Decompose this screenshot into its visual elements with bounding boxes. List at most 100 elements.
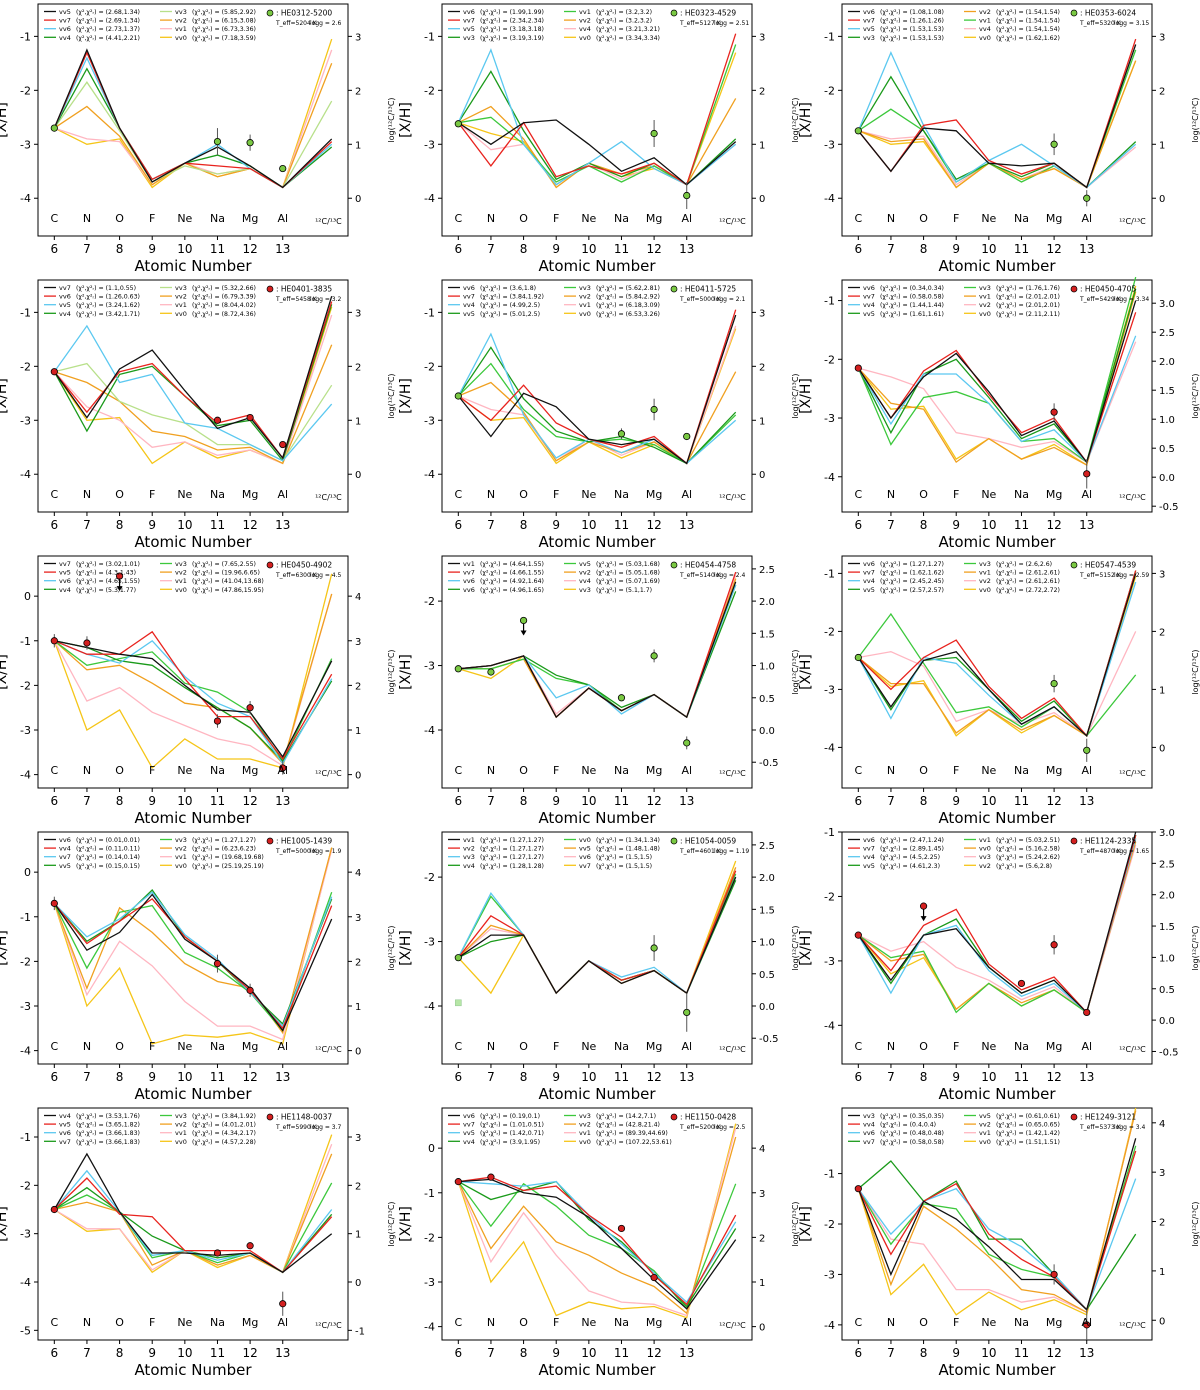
legend-value: (χ²,χ²ᵣ) = (5.16,2.58) [996, 846, 1060, 853]
right-axis-label: log(¹²C/¹³C) [791, 925, 800, 970]
right-axis-label: log(¹²C/¹³C) [1191, 649, 1200, 694]
element-label: Al [1081, 764, 1092, 777]
r-tick-label: 3 [1159, 1168, 1165, 1179]
r-tick-label: 3 [1159, 569, 1165, 580]
y-tick-label: -3 [20, 414, 31, 427]
x-tick-label: 12 [646, 518, 661, 532]
legend-name: vv2 [579, 569, 591, 577]
legend-value: (χ²,χ²ᵣ) = (3.19,3.19) [480, 35, 544, 42]
x-tick-label: 13 [679, 1070, 694, 1084]
legend-star-marker [670, 561, 678, 569]
element-label: Na [210, 1040, 225, 1053]
element-label: O [115, 212, 124, 225]
ratio-label: ¹²C/¹³C [315, 493, 342, 502]
observed-point [487, 668, 495, 676]
y-tick-label: -4 [424, 468, 435, 481]
element-label: Al [681, 212, 692, 225]
x-tick-label: 6 [454, 1070, 462, 1084]
r-tick-label: 1 [355, 1002, 361, 1013]
y-tick-label: -2 [424, 1231, 435, 1244]
x-axis-label: Atomic Number [134, 1085, 252, 1103]
legend-name: vv3 [175, 1112, 187, 1120]
legend-name: vv4 [863, 853, 875, 861]
x-tick-label: 13 [679, 518, 694, 532]
element-label: Mg [1046, 764, 1062, 777]
series-line-vv7 [53, 296, 333, 460]
legend-name: vv0 [979, 586, 991, 594]
x-tick-label: 7 [83, 1070, 91, 1084]
right-axis-label: log(¹²C/¹³C) [791, 97, 800, 142]
r-tick-label: 2 [1159, 627, 1165, 638]
x-axis-label: Atomic Number [538, 1085, 656, 1103]
x-tick-label: 8 [920, 242, 928, 256]
r-tick-label: 1 [355, 1230, 361, 1241]
legend-value: (χ²,χ²ᵣ) = (1.26,1.26) [880, 18, 944, 25]
star-name: : HE1150-0428 [680, 1113, 736, 1122]
legend-name: vv6 [59, 836, 71, 844]
x-tick-label: 6 [50, 1346, 58, 1360]
legend-value: (χ²,χ²ᵣ) = (3.84,1.92) [480, 294, 544, 301]
r-tick-label: 2 [759, 362, 765, 373]
y-tick-label: -3 [424, 660, 435, 673]
x-tick-label: 8 [116, 1346, 124, 1360]
legend-name: vv5 [463, 1129, 475, 1137]
x-tick-label: 10 [981, 1346, 996, 1360]
legend-value: (χ²,χ²ᵣ) = (0.35,0.35) [880, 1113, 944, 1120]
r-tick-label: 4 [355, 868, 361, 879]
legend-value: (χ²,χ²ᵣ) = (2.68,1.34) [76, 9, 140, 16]
legend-value: (χ²,χ²ᵣ) = (1.42,0.71) [480, 1130, 544, 1137]
x-tick-label: 6 [854, 794, 862, 808]
x-tick-label: 6 [454, 518, 462, 532]
legend-name: vv7 [863, 17, 875, 25]
ratio-label: ¹²C/¹³C [719, 217, 746, 226]
logg-label: logg = 3.34 [1114, 296, 1149, 303]
y-axis-label: [X/H] [798, 930, 814, 966]
legend-name: vv4 [863, 301, 875, 309]
y-tick-label: -4 [824, 1319, 835, 1332]
legend-value: (χ²,χ²ᵣ) = (2.01,2.01) [996, 294, 1060, 301]
legend-name: vv7 [59, 853, 71, 861]
r-tick-label: 3 [355, 1133, 361, 1144]
element-label: N [487, 488, 495, 501]
r-tick-label: 3.0 [1159, 299, 1175, 310]
legend-name: vv1 [979, 836, 991, 844]
legend-value: (χ²,χ²ᵣ) = (5.05,1.68) [596, 570, 660, 577]
plot-frame [841, 1107, 1153, 1341]
x-tick-label: 7 [487, 1346, 495, 1360]
legend-value: (χ²,χ²ᵣ) = (5.32,2.66) [192, 285, 256, 292]
x-tick-label: 7 [83, 794, 91, 808]
ratio-label: ¹²C/¹³C [1119, 493, 1146, 502]
x-tick-label: 13 [1079, 242, 1094, 256]
y-tick-label: -4 [424, 192, 435, 205]
teff-label: T_eff=5152 K [1079, 572, 1122, 579]
element-label: Mg [1046, 488, 1062, 501]
y-axis-label: [X/H] [398, 102, 414, 138]
legend-value: (χ²,χ²ᵣ) = (25.19,25.19) [192, 863, 264, 870]
series-line-vv3 [857, 1138, 1137, 1311]
legend-name: vv1 [979, 17, 991, 25]
legend-value: (χ²,χ²ᵣ) = (3.24,1.62) [76, 302, 140, 309]
element-label: N [487, 212, 495, 225]
observed-point [279, 1300, 287, 1308]
x-tick-label: 13 [275, 1070, 290, 1084]
r-tick-label: 2.0 [759, 873, 775, 884]
observed-point [454, 1178, 462, 1186]
legend-value: (χ²,χ²ᵣ) = (0.19,0.1) [480, 1113, 540, 1120]
x-tick-label: 10 [981, 518, 996, 532]
legend-name: vv7 [863, 845, 875, 853]
y-tick-label: -3 [20, 1000, 31, 1013]
series-line-vv1 [458, 581, 737, 719]
series-line-vv1 [457, 876, 737, 995]
observed-point [650, 405, 658, 414]
star-name: : HE0312-5200 [276, 9, 332, 18]
element-label: C [50, 764, 58, 777]
legend-value: (χ²,χ²ᵣ) = (4.57,2.28) [192, 1139, 256, 1146]
legend-name: vv4 [59, 586, 71, 594]
series-line-vv0 [857, 1107, 1137, 1316]
element-label: Na [210, 212, 225, 225]
y-tick-label: -1 [20, 1131, 31, 1144]
x-tick-label: 13 [275, 794, 290, 808]
legend-name: vv0 [175, 1138, 187, 1146]
legend-value: (χ²,χ²ᵣ) = (3.6,1.8) [480, 285, 536, 292]
element-label: Mg [1046, 212, 1062, 225]
